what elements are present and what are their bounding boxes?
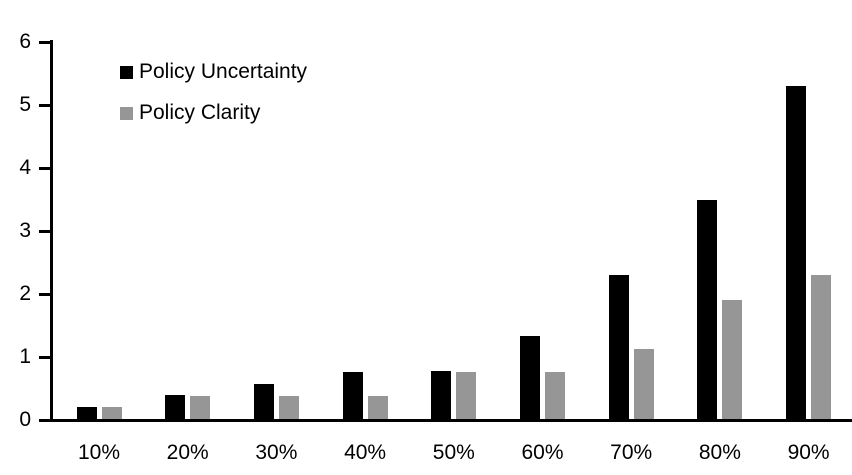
legend-label: Policy Uncertainty [139,60,308,83]
y-axis-tick [39,418,50,422]
x-axis-line [50,419,852,422]
bar [633,348,654,420]
y-axis-tick [39,292,50,296]
y-tick-label: 3 [19,219,31,242]
legend-item-policy-clarity: Policy Clarity [120,101,307,124]
bar [431,370,452,420]
bar [342,372,363,420]
x-tick-label: 80% [698,441,741,464]
y-tick-label: 4 [19,156,31,179]
legend-item-policy-uncertainty: Policy Uncertainty [120,60,308,83]
bar [253,384,274,420]
y-axis-line [50,40,53,422]
y-axis-tick [39,103,50,107]
x-tick-label: 40% [344,441,387,464]
x-tick-label: 10% [77,441,121,464]
bar [76,407,97,420]
y-axis-tick [39,166,50,170]
bar [520,336,540,420]
bar [165,394,186,420]
x-tick-label: 50% [432,441,475,464]
bar [101,407,122,420]
bar [722,300,743,420]
y-tick-label: 2 [19,282,31,305]
bar [190,396,211,420]
y-tick-label: 5 [19,93,31,116]
bar [697,199,718,420]
x-tick-label: 20% [166,441,209,464]
y-tick-label: 6 [19,30,31,53]
bar [545,372,565,420]
bar [608,275,629,420]
x-tick-label: 70% [610,441,653,464]
bar [811,275,832,420]
bar [786,86,807,420]
x-tick-label: 30% [255,441,298,464]
x-tick-label: 90% [787,441,830,464]
y-axis-tick [39,40,50,44]
y-axis-tick [39,355,50,359]
x-tick-label: 60% [521,441,564,464]
y-tick-label: 0 [19,408,31,431]
bar [456,372,477,420]
y-axis-tick [39,229,50,233]
legend-swatch-gray-icon [120,106,133,120]
bar [367,396,388,420]
bar [278,396,299,420]
y-tick-label: 1 [19,345,31,368]
legend-label: Policy Clarity [139,101,261,124]
chart-legend: Policy Uncertainty Policy Clarity [120,60,308,143]
legend-swatch-black-icon [120,65,133,79]
